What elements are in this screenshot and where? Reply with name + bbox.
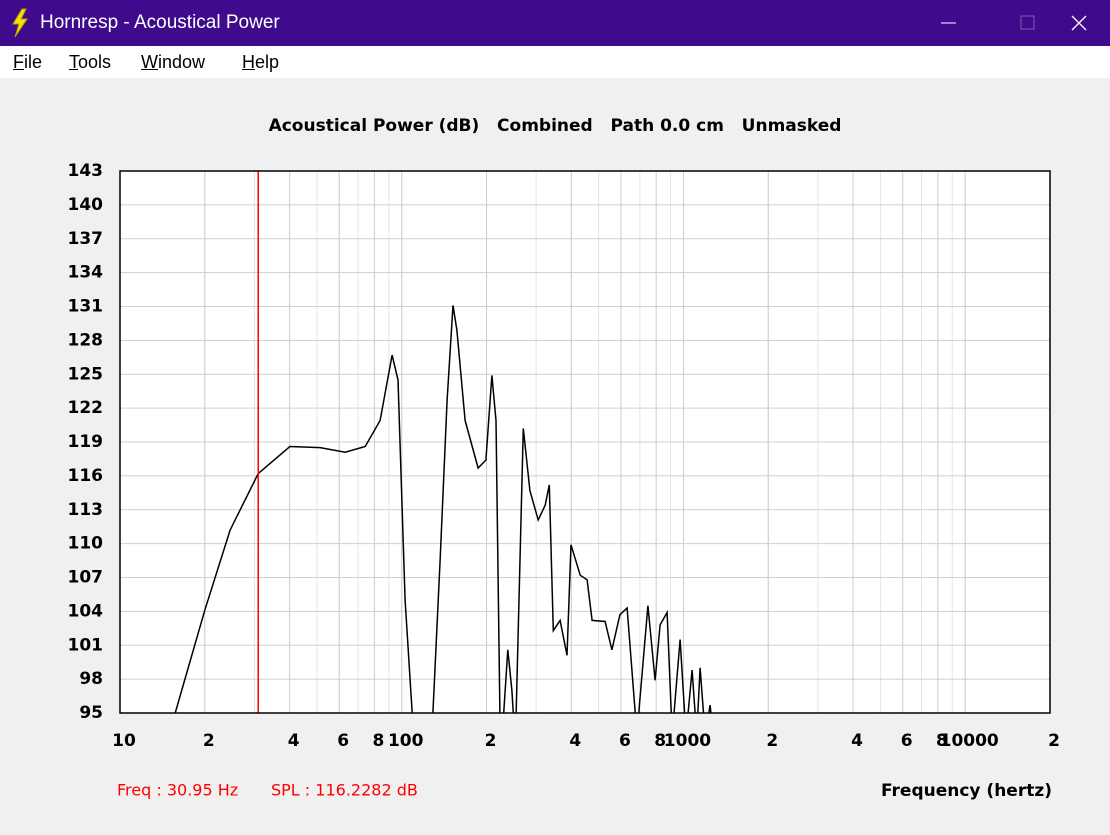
window-title: Hornresp - Acoustical Power	[40, 12, 280, 33]
x-tick-label: 4	[569, 731, 581, 751]
y-tick-label: 137	[68, 229, 104, 249]
x-tick-label: 1000	[664, 731, 711, 751]
x-tick-label: 10	[112, 731, 136, 751]
menu-item[interactable]: Help	[242, 52, 280, 72]
y-tick-label: 107	[68, 568, 104, 588]
y-tick-label: 140	[68, 195, 104, 215]
power-curve	[174, 305, 712, 713]
y-tick-label: 101	[68, 635, 104, 655]
x-tick-label: 6	[619, 731, 631, 751]
title-bar: Hornresp - Acoustical Power	[0, 0, 1110, 46]
y-tick-label: 113	[68, 500, 104, 520]
x-tick-label: 8	[654, 731, 666, 751]
y-tick-label: 128	[68, 330, 104, 350]
y-tick-label: 116	[68, 466, 104, 486]
menu-item[interactable]: Window	[141, 52, 206, 72]
y-tick-label: 119	[68, 432, 104, 452]
y-tick-label: 98	[79, 669, 103, 689]
chart: Acoustical Power (dB) Combined Path 0.0 …	[68, 116, 1060, 801]
spl-readout: SPL : 116.2282 dB	[271, 781, 418, 800]
maximize-button[interactable]	[1020, 15, 1035, 30]
chart-title: Acoustical Power (dB) Combined Path 0.0 …	[269, 116, 842, 136]
x-tick-label: 4	[288, 731, 300, 751]
y-tick-label: 104	[68, 601, 104, 621]
menu-bar: File Tools Window Help	[0, 46, 1110, 78]
plot-frame	[119, 170, 1051, 714]
y-tick-label: 95	[79, 703, 103, 723]
x-tick-label: 100	[388, 731, 424, 751]
x-tick-label: 2	[485, 731, 497, 751]
y-tick-label: 122	[68, 398, 104, 418]
y-tick-label: 143	[68, 161, 104, 181]
y-tick-label: 131	[68, 297, 104, 317]
close-button[interactable]	[1071, 15, 1087, 31]
x-tick-label: 4	[851, 731, 863, 751]
x-tick-label: 10000	[940, 731, 999, 751]
x-axis-label: Frequency (hertz)	[881, 781, 1052, 801]
y-tick-label: 134	[68, 263, 104, 283]
x-tick-label: 8	[936, 731, 948, 751]
x-tick-label: 2	[1048, 731, 1060, 751]
freq-readout: Freq : 30.95 Hz	[117, 781, 238, 800]
x-tick-label: 2	[766, 731, 778, 751]
x-tick-label: 2	[203, 731, 215, 751]
window-controls	[941, 15, 1087, 31]
menu-item[interactable]: Tools	[69, 52, 112, 72]
x-tick-label: 6	[337, 731, 349, 751]
y-tick-label: 125	[68, 364, 104, 384]
x-tick-label: 6	[901, 731, 913, 751]
menu-item[interactable]: File	[13, 52, 43, 72]
x-tick-label: 8	[373, 731, 385, 751]
y-tick-label: 110	[68, 534, 104, 554]
app-icon	[12, 8, 28, 38]
